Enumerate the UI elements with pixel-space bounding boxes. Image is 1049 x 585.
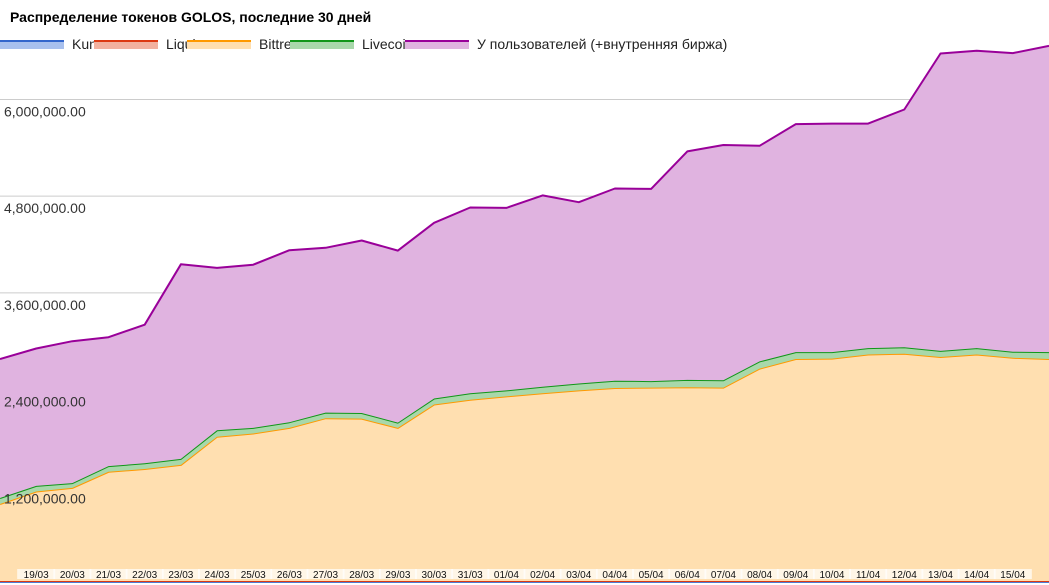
x-tick-bg	[451, 569, 490, 579]
x-tick-bg	[523, 569, 562, 579]
x-tick-bg	[921, 569, 960, 579]
x-tick-label: 24/03	[205, 570, 230, 581]
x-tick-label: 25/03	[241, 570, 266, 581]
x-tick-label: 08/04	[747, 570, 772, 581]
y-tick-label: 2,400,000.00	[4, 394, 86, 410]
x-tick-label: 07/04	[711, 570, 736, 581]
x-tick-label: 10/04	[819, 570, 844, 581]
x-tick-label: 23/03	[168, 570, 193, 581]
y-tick-label: 4,800,000.00	[4, 200, 86, 216]
legend-item-livecoin[interactable]: Livecoin	[290, 36, 413, 52]
x-tick-label: 12/04	[892, 570, 917, 581]
x-tick-bg	[17, 569, 56, 579]
x-tick-label: 27/03	[313, 570, 338, 581]
x-tick-bg	[378, 569, 417, 579]
legend-swatch-livecoin	[290, 39, 354, 49]
x-tick-label: 19/03	[24, 570, 49, 581]
x-tick-bg	[342, 569, 381, 579]
x-tick-label: 20/03	[60, 570, 85, 581]
legend-item-users[interactable]: У пользователей (+внутренняя биржа)	[405, 36, 727, 52]
x-tick-label: 30/03	[422, 570, 447, 581]
x-tick-bg	[595, 569, 634, 579]
x-tick-label: 21/03	[96, 570, 121, 581]
x-tick-label: 15/04	[1000, 570, 1025, 581]
x-tick-label: 28/03	[349, 570, 374, 581]
chart-title: Распределение токенов GOLOS, последние 3…	[10, 9, 372, 25]
x-tick-bg	[125, 569, 164, 579]
x-tick-bg	[885, 569, 924, 579]
line-livecoin	[0, 346, 1049, 499]
x-tick-bg	[487, 569, 526, 579]
x-tick-bg	[740, 569, 779, 579]
legend-label-livecoin: Livecoin	[362, 36, 414, 52]
x-tick-label: 03/04	[566, 570, 591, 581]
x-tick-bg	[53, 569, 92, 579]
y-tick-label: 6,000,000.00	[4, 103, 86, 119]
x-tick-label: 04/04	[602, 570, 627, 581]
x-tick-bg	[632, 569, 671, 579]
legend-item-bittrex[interactable]: Bittrex	[187, 36, 299, 52]
x-tick-bg	[415, 569, 454, 579]
y-tick-label: 1,200,000.00	[4, 490, 86, 506]
x-tick-label: 01/04	[494, 570, 519, 581]
legend-swatch-kuna	[0, 39, 64, 49]
x-tick-bg	[812, 569, 851, 579]
x-tick-label: 14/04	[964, 570, 989, 581]
area-bittrex	[0, 353, 1049, 581]
x-tick-label: 26/03	[277, 570, 302, 581]
x-tick-label: 22/03	[132, 570, 157, 581]
x-tick-bg	[89, 569, 128, 579]
legend-swatch-bittrex	[187, 39, 251, 49]
x-tick-bg	[559, 569, 598, 579]
x-tick-label: 11/04	[856, 570, 881, 581]
legend-swatch-liqui	[94, 39, 158, 49]
line-series-4	[0, 44, 1049, 360]
legend-label-bittrex: Bittrex	[259, 36, 299, 52]
x-tick-bg	[704, 569, 743, 579]
x-tick-label: 09/04	[783, 570, 808, 581]
x-tick-bg	[776, 569, 815, 579]
x-tick-label: 06/04	[675, 570, 700, 581]
x-tick-label: 05/04	[639, 570, 664, 581]
y-tick-label: 3,600,000.00	[4, 297, 86, 313]
x-tick-bg	[198, 569, 237, 579]
x-tick-bg	[306, 569, 345, 579]
x-tick-bg	[668, 569, 707, 579]
x-tick-bg	[234, 569, 273, 579]
legend-label-users: У пользователей (+внутренняя биржа)	[477, 36, 728, 52]
x-tick-bg	[270, 569, 309, 579]
x-tick-label: 31/03	[458, 570, 483, 581]
x-tick-label: 02/04	[530, 570, 555, 581]
x-tick-label: 13/04	[928, 570, 953, 581]
x-tick-bg	[161, 569, 200, 579]
x-tick-label: 29/03	[385, 570, 410, 581]
x-tick-bg	[993, 569, 1032, 579]
x-tick-bg	[957, 569, 996, 579]
area-series-4	[0, 45, 1049, 499]
legend-swatch-users	[405, 39, 469, 49]
x-tick-bg	[849, 569, 888, 579]
